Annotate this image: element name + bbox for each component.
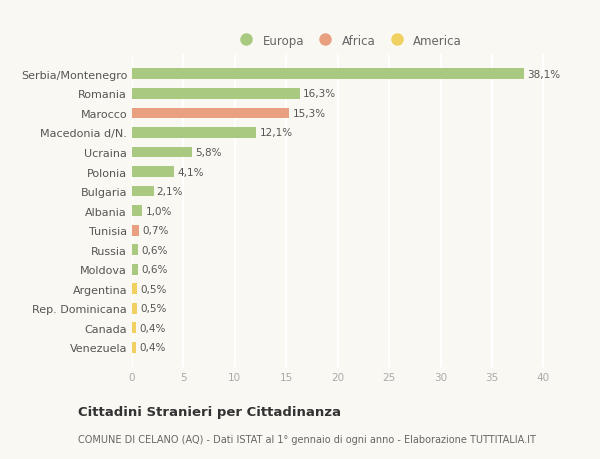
Bar [132, 225, 139, 236]
Bar [132, 206, 142, 217]
Bar [132, 245, 138, 256]
Text: 38,1%: 38,1% [527, 70, 560, 79]
Bar [132, 303, 137, 314]
Bar [132, 186, 154, 197]
Text: 0,6%: 0,6% [141, 245, 167, 255]
Bar [132, 323, 136, 334]
Legend: Europa, Africa, America: Europa, Africa, America [229, 30, 467, 52]
Text: 15,3%: 15,3% [292, 109, 326, 118]
Text: 16,3%: 16,3% [303, 89, 336, 99]
Text: 0,5%: 0,5% [140, 284, 167, 294]
Bar [132, 69, 524, 80]
Bar [132, 89, 299, 100]
Text: 5,8%: 5,8% [195, 148, 221, 157]
Text: 4,1%: 4,1% [177, 167, 204, 177]
Text: 2,1%: 2,1% [157, 187, 183, 196]
Bar [132, 108, 289, 119]
Bar [132, 167, 174, 178]
Text: Cittadini Stranieri per Cittadinanza: Cittadini Stranieri per Cittadinanza [78, 405, 341, 419]
Text: 0,7%: 0,7% [142, 226, 169, 235]
Text: 12,1%: 12,1% [260, 128, 293, 138]
Text: 1,0%: 1,0% [145, 206, 172, 216]
Bar [132, 128, 256, 139]
Text: 0,4%: 0,4% [139, 323, 166, 333]
Bar [132, 147, 191, 158]
Text: 0,4%: 0,4% [139, 343, 166, 353]
Text: 0,6%: 0,6% [141, 265, 167, 274]
Bar [132, 342, 136, 353]
Text: COMUNE DI CELANO (AQ) - Dati ISTAT al 1° gennaio di ogni anno - Elaborazione TUT: COMUNE DI CELANO (AQ) - Dati ISTAT al 1°… [78, 434, 536, 443]
Text: 0,5%: 0,5% [140, 304, 167, 313]
Bar [132, 264, 138, 275]
Bar [132, 284, 137, 295]
